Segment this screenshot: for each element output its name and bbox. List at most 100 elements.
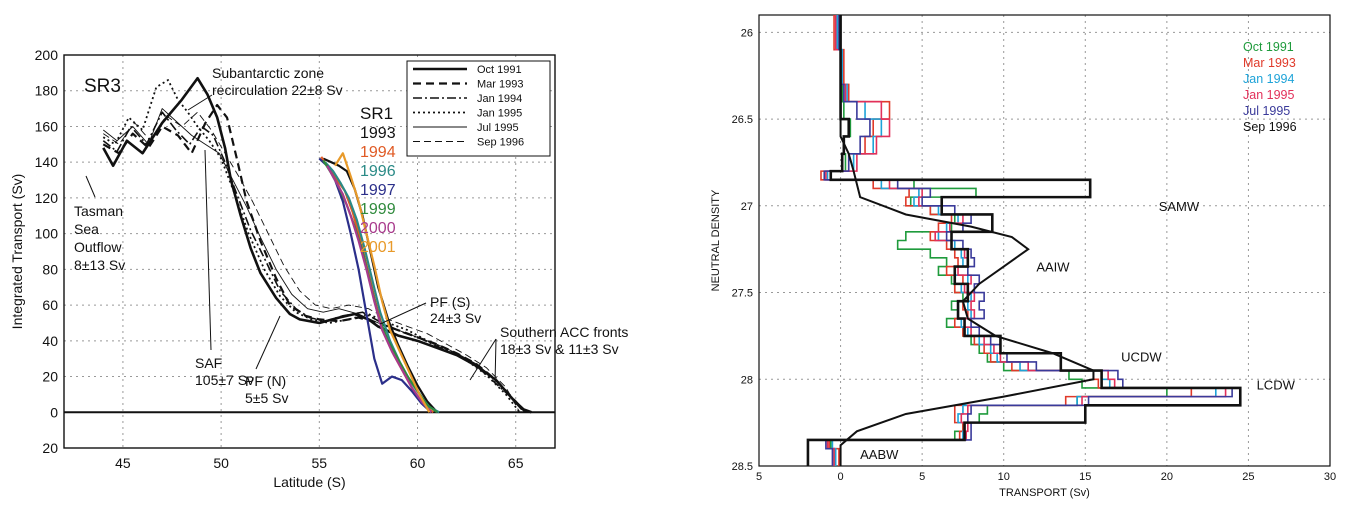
sr1-line-2000 [326,165,433,414]
annotation-text: 5±5 Sv [245,390,288,406]
legend-label: Sep 1996 [1243,120,1297,134]
water-mass-label: UCDW [1121,350,1162,365]
legend-label: Jan 1995 [1243,88,1294,102]
annotation-leader [255,315,281,370]
y-axis-label: Integrated Transport (Sv) [9,174,25,330]
y-tick-label: 27.5 [732,288,753,300]
legend-label: Sep 1996 [477,137,524,149]
legend-label: Jan 1995 [477,108,522,120]
histogram-line-sep-1996 [806,15,1242,466]
x-tick-label: 45 [115,455,131,471]
annotation-text: PF (S) [430,294,470,310]
sr3-line-jul-1995 [103,108,528,413]
annotation-leader [85,175,96,198]
y-tick-label: 26.5 [732,114,753,126]
x-axis-label: Latitude (S) [273,474,345,490]
legend-label: Jul 1995 [1243,104,1290,118]
y-tick-label: 20 [42,440,58,456]
y-tick-label: 0 [50,404,58,420]
x-tick-label: 10 [998,471,1010,483]
legend-label: Mar 1993 [477,79,523,91]
annotation-leader [204,149,212,351]
right-chart-transport-vs-density: 5 0 5 10 15 20 25 30 26 26.5 27 27.5 28 28.5 TRANSPORT… [710,14,1336,499]
histogram-line-jul-1995 [823,15,1233,466]
y-tick-label: 80 [42,261,58,277]
x-tick-label: 55 [312,455,328,471]
x-tick-label: 0 [838,471,844,483]
sr1-legend-label: 2000 [360,220,396,237]
sr1-legend-label: 2001 [360,239,396,256]
sr1-legend-label: 1994 [360,144,396,161]
water-mass-label: LCDW [1257,377,1296,392]
annotation-leader [187,94,213,111]
left-chart-transport-vs-latitude: 45 50 55 60 6520020406080100120140160180200L… [9,47,628,490]
sr3-label: SR3 [84,76,121,97]
y-tick-label: 28.5 [732,461,753,473]
legend-label: Oct 1991 [477,64,522,76]
sr1-line-2001 [334,152,431,413]
x-tick-label: 60 [410,455,426,471]
annotation-leader [379,302,427,325]
annotation-text: Tasman [74,203,123,219]
x-tick-label: 5 [756,471,762,483]
sr1-legend-label: 1996 [360,163,396,180]
y-tick-label: 40 [42,333,58,349]
x-tick-label: 30 [1324,471,1336,483]
x-tick-label: 5 [919,471,925,483]
legend-label: Oct 1991 [1243,40,1294,54]
legend-label: Mar 1993 [1243,56,1296,70]
y-tick-label: 26 [741,27,753,39]
annotation-text: Outflow [74,239,122,255]
x-tick-label: 20 [1161,471,1173,483]
histogram-line-mar-1993 [820,15,1193,466]
sr1-legend-label: 1993 [360,125,396,142]
y-tick-label: 60 [42,297,58,313]
legend-box [406,60,551,157]
x-tick-label: 65 [508,455,524,471]
water-mass-label: AAIW [1036,260,1070,275]
legend-label: Jul 1995 [477,122,519,134]
y-tick-label: 100 [35,226,59,242]
sr1-label: SR1 [360,104,393,123]
annotation-text: 105±7 Sv [195,372,254,388]
annotation-text: SAF [195,355,222,371]
x-tick-label: 15 [1079,471,1091,483]
sr1-legend-label: 1999 [360,201,396,218]
annotation-text: Southern ACC fronts [500,324,628,340]
sr3-line-jan-1995 [102,79,521,413]
sr1-legend-label: 1997 [360,182,396,199]
x-tick-label: 25 [1242,471,1254,483]
water-mass-label: SAMW [1159,199,1200,214]
plot-frame [63,54,556,449]
histogram-line-jan-1994 [826,15,1217,466]
y-tick-label: 180 [35,83,59,99]
y-tick-label: 20 [42,369,58,385]
y-tick-label: 200 [35,47,59,63]
annotation-leader [494,338,497,385]
x-axis-label: TRANSPORT (Sv) [999,487,1090,499]
sr3-line-jan-1994 [102,111,529,413]
y-tick-label: 140 [35,154,59,170]
annotation-text: recirculation 22±8 Sv [212,82,343,98]
annotation-text: 18±3 Sv & 11±3 Sv [500,341,619,357]
histogram-line-jan-1995 [825,15,1227,466]
annotation-text: 24±3 Sv [430,310,481,326]
annotation-text: 8±13 Sv [74,257,125,273]
annotation-text: Sea [74,221,99,237]
plot-frame [758,14,1331,467]
legend-label: Jan 1994 [1243,72,1294,86]
x-tick-label: 50 [213,455,229,471]
water-mass-label: AABW [860,447,899,462]
annotation-text: PF (N) [245,373,286,389]
y-tick-label: 28 [741,374,753,386]
y-axis-label: NEUTRAL DENSITY [710,189,722,291]
mean-transport-curve [839,15,1095,466]
y-tick-label: 160 [35,118,59,134]
legend-label: Jan 1994 [477,93,522,105]
sr3-line-sep-1996 [103,111,521,413]
y-tick-label: 27 [741,201,753,213]
annotation-leader [469,338,497,381]
y-tick-label: 120 [35,190,59,206]
